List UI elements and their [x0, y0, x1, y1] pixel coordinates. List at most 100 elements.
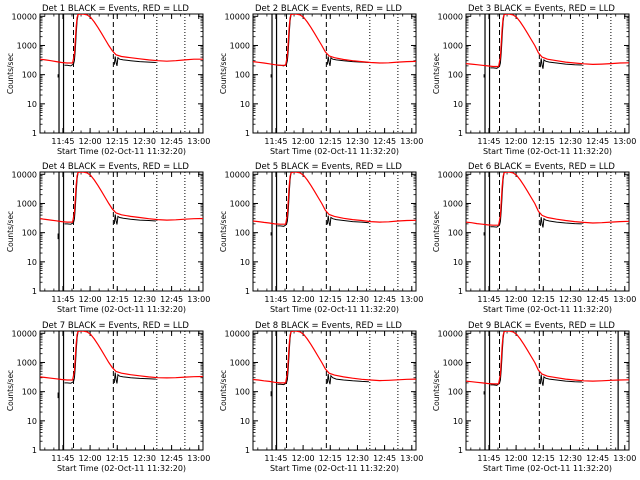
x-axis-label: Start Time (02-Oct-11 11:32:20) — [483, 305, 612, 314]
series-group — [40, 331, 203, 399]
x-tick-label: 12:15 — [532, 137, 555, 146]
y-tick-label: 100 — [448, 388, 463, 397]
plot-frame — [252, 330, 417, 451]
x-tick-label: 12:45 — [373, 137, 396, 146]
x-axis-label: Start Time (02-Oct-11 11:32:20) — [483, 147, 612, 156]
series-events — [277, 15, 292, 67]
y-tick-label: 10000 — [225, 12, 250, 21]
panel-title: Det 1 BLACK = Events, RED = LLD — [42, 4, 189, 14]
panel-det-2: 1 10 100 1000 10000 11:45 12:00 12:15 12:30 12:45… — [219, 4, 423, 156]
series-events — [270, 72, 273, 78]
series-events — [113, 372, 156, 384]
y-tick-label: 10000 — [225, 329, 250, 338]
x-tick-label: 12:30 — [133, 295, 156, 304]
x-tick-label: 12:00 — [505, 137, 528, 146]
x-tick-label: 13:00 — [187, 137, 210, 146]
y-tick-label: 1 — [458, 287, 463, 296]
marker-lines — [271, 331, 399, 450]
y-tick-label: 10 — [240, 258, 250, 267]
x-tick-label: 12:45 — [373, 454, 396, 463]
series-lld — [253, 14, 416, 66]
series-events — [539, 58, 582, 69]
x-tick-label: 11:45 — [477, 295, 500, 304]
y-tick-label: 1000 — [443, 358, 463, 367]
y-tick-label: 10000 — [12, 329, 37, 338]
series-lld — [466, 14, 629, 68]
x-tick-label: 12:15 — [106, 454, 129, 463]
series-group — [253, 14, 416, 78]
series-events — [483, 72, 486, 78]
y-tick-label: 10 — [453, 417, 463, 426]
x-tick-label: 12:00 — [292, 137, 315, 146]
y-tick-label: 1000 — [17, 358, 37, 367]
x-axis-label: Start Time (02-Oct-11 11:32:20) — [57, 464, 186, 473]
y-tick-label: 10 — [27, 258, 37, 267]
x-tick-label: 12:30 — [559, 295, 582, 304]
panel-det-5: 1 10 100 1000 10000 11:45 12:00 12:15 12:30 12:45… — [219, 162, 423, 314]
x-tick-label: 12:30 — [559, 454, 582, 463]
x-tick-label: 12:15 — [106, 137, 129, 146]
y-tick-label: 100 — [22, 388, 37, 397]
series-lld — [466, 172, 629, 226]
series-events — [270, 389, 273, 397]
y-tick-label: 10000 — [438, 170, 463, 179]
panel-title: Det 5 BLACK = Events, RED = LLD — [255, 162, 402, 172]
x-tick-label: 11:45 — [477, 137, 500, 146]
panel-det-8: 1 10 100 1000 10000 11:45 12:00 12:15 12:30 12:45… — [219, 321, 423, 473]
series-group — [466, 331, 629, 395]
panel-title: Det 2 BLACK = Events, RED = LLD — [255, 4, 402, 14]
series-lld — [40, 14, 203, 64]
series-group — [253, 172, 416, 236]
y-tick-label: 10 — [453, 258, 463, 267]
x-axis-label: Start Time (02-Oct-11 11:32:20) — [270, 305, 399, 314]
x-tick-label: 13:00 — [400, 454, 423, 463]
series-lld — [253, 331, 416, 384]
series-events — [539, 374, 582, 386]
x-tick-label: 12:30 — [133, 454, 156, 463]
x-tick-label: 12:45 — [586, 295, 609, 304]
marker-lines — [271, 14, 399, 133]
x-tick-label: 11:45 — [477, 454, 500, 463]
x-tick-label: 12:15 — [319, 454, 342, 463]
y-tick-label: 1 — [458, 129, 463, 138]
x-tick-label: 12:15 — [532, 295, 555, 304]
series-events — [57, 230, 60, 240]
y-tick-label: 100 — [448, 229, 463, 238]
y-axis-label: Counts/sec — [219, 370, 228, 411]
series-events — [64, 173, 79, 225]
x-tick-label: 12:15 — [532, 454, 555, 463]
x-tick-label: 13:00 — [613, 454, 636, 463]
x-tick-label: 13:00 — [187, 295, 210, 304]
marker-lines — [58, 14, 186, 133]
series-events — [483, 230, 486, 236]
series-events — [490, 15, 505, 69]
y-axis-label: Counts/sec — [6, 211, 15, 252]
x-tick-label: 12:30 — [346, 137, 369, 146]
panel-det-4: 1 10 100 1000 10000 11:45 12:00 12:15 12:30 12:45… — [6, 162, 210, 314]
plot-frame — [39, 330, 204, 451]
y-tick-label: 10 — [240, 417, 250, 426]
y-tick-label: 1 — [32, 446, 37, 455]
y-tick-label: 1 — [245, 287, 250, 296]
x-axis-label: Start Time (02-Oct-11 11:32:20) — [57, 305, 186, 314]
panel-det-3: 1 10 100 1000 10000 11:45 12:00 12:15 12:30 12:45… — [432, 4, 636, 156]
marker-lines — [484, 331, 619, 450]
series-events — [326, 374, 369, 385]
x-tick-label: 12:45 — [373, 295, 396, 304]
y-tick-label: 10 — [240, 100, 250, 109]
plot-frame — [252, 171, 417, 292]
marker-lines — [58, 172, 186, 291]
series-events — [483, 389, 486, 395]
x-tick-label: 13:00 — [613, 295, 636, 304]
series-lld — [466, 331, 629, 385]
series-events — [113, 214, 156, 225]
x-tick-label: 11:45 — [264, 137, 287, 146]
series-events — [277, 332, 292, 386]
y-tick-label: 100 — [22, 71, 37, 80]
y-axis-label: Counts/sec — [6, 370, 15, 411]
series-group — [466, 14, 629, 78]
series-group — [466, 172, 629, 236]
y-tick-label: 100 — [22, 229, 37, 238]
series-events — [277, 173, 292, 227]
series-events — [326, 56, 369, 67]
